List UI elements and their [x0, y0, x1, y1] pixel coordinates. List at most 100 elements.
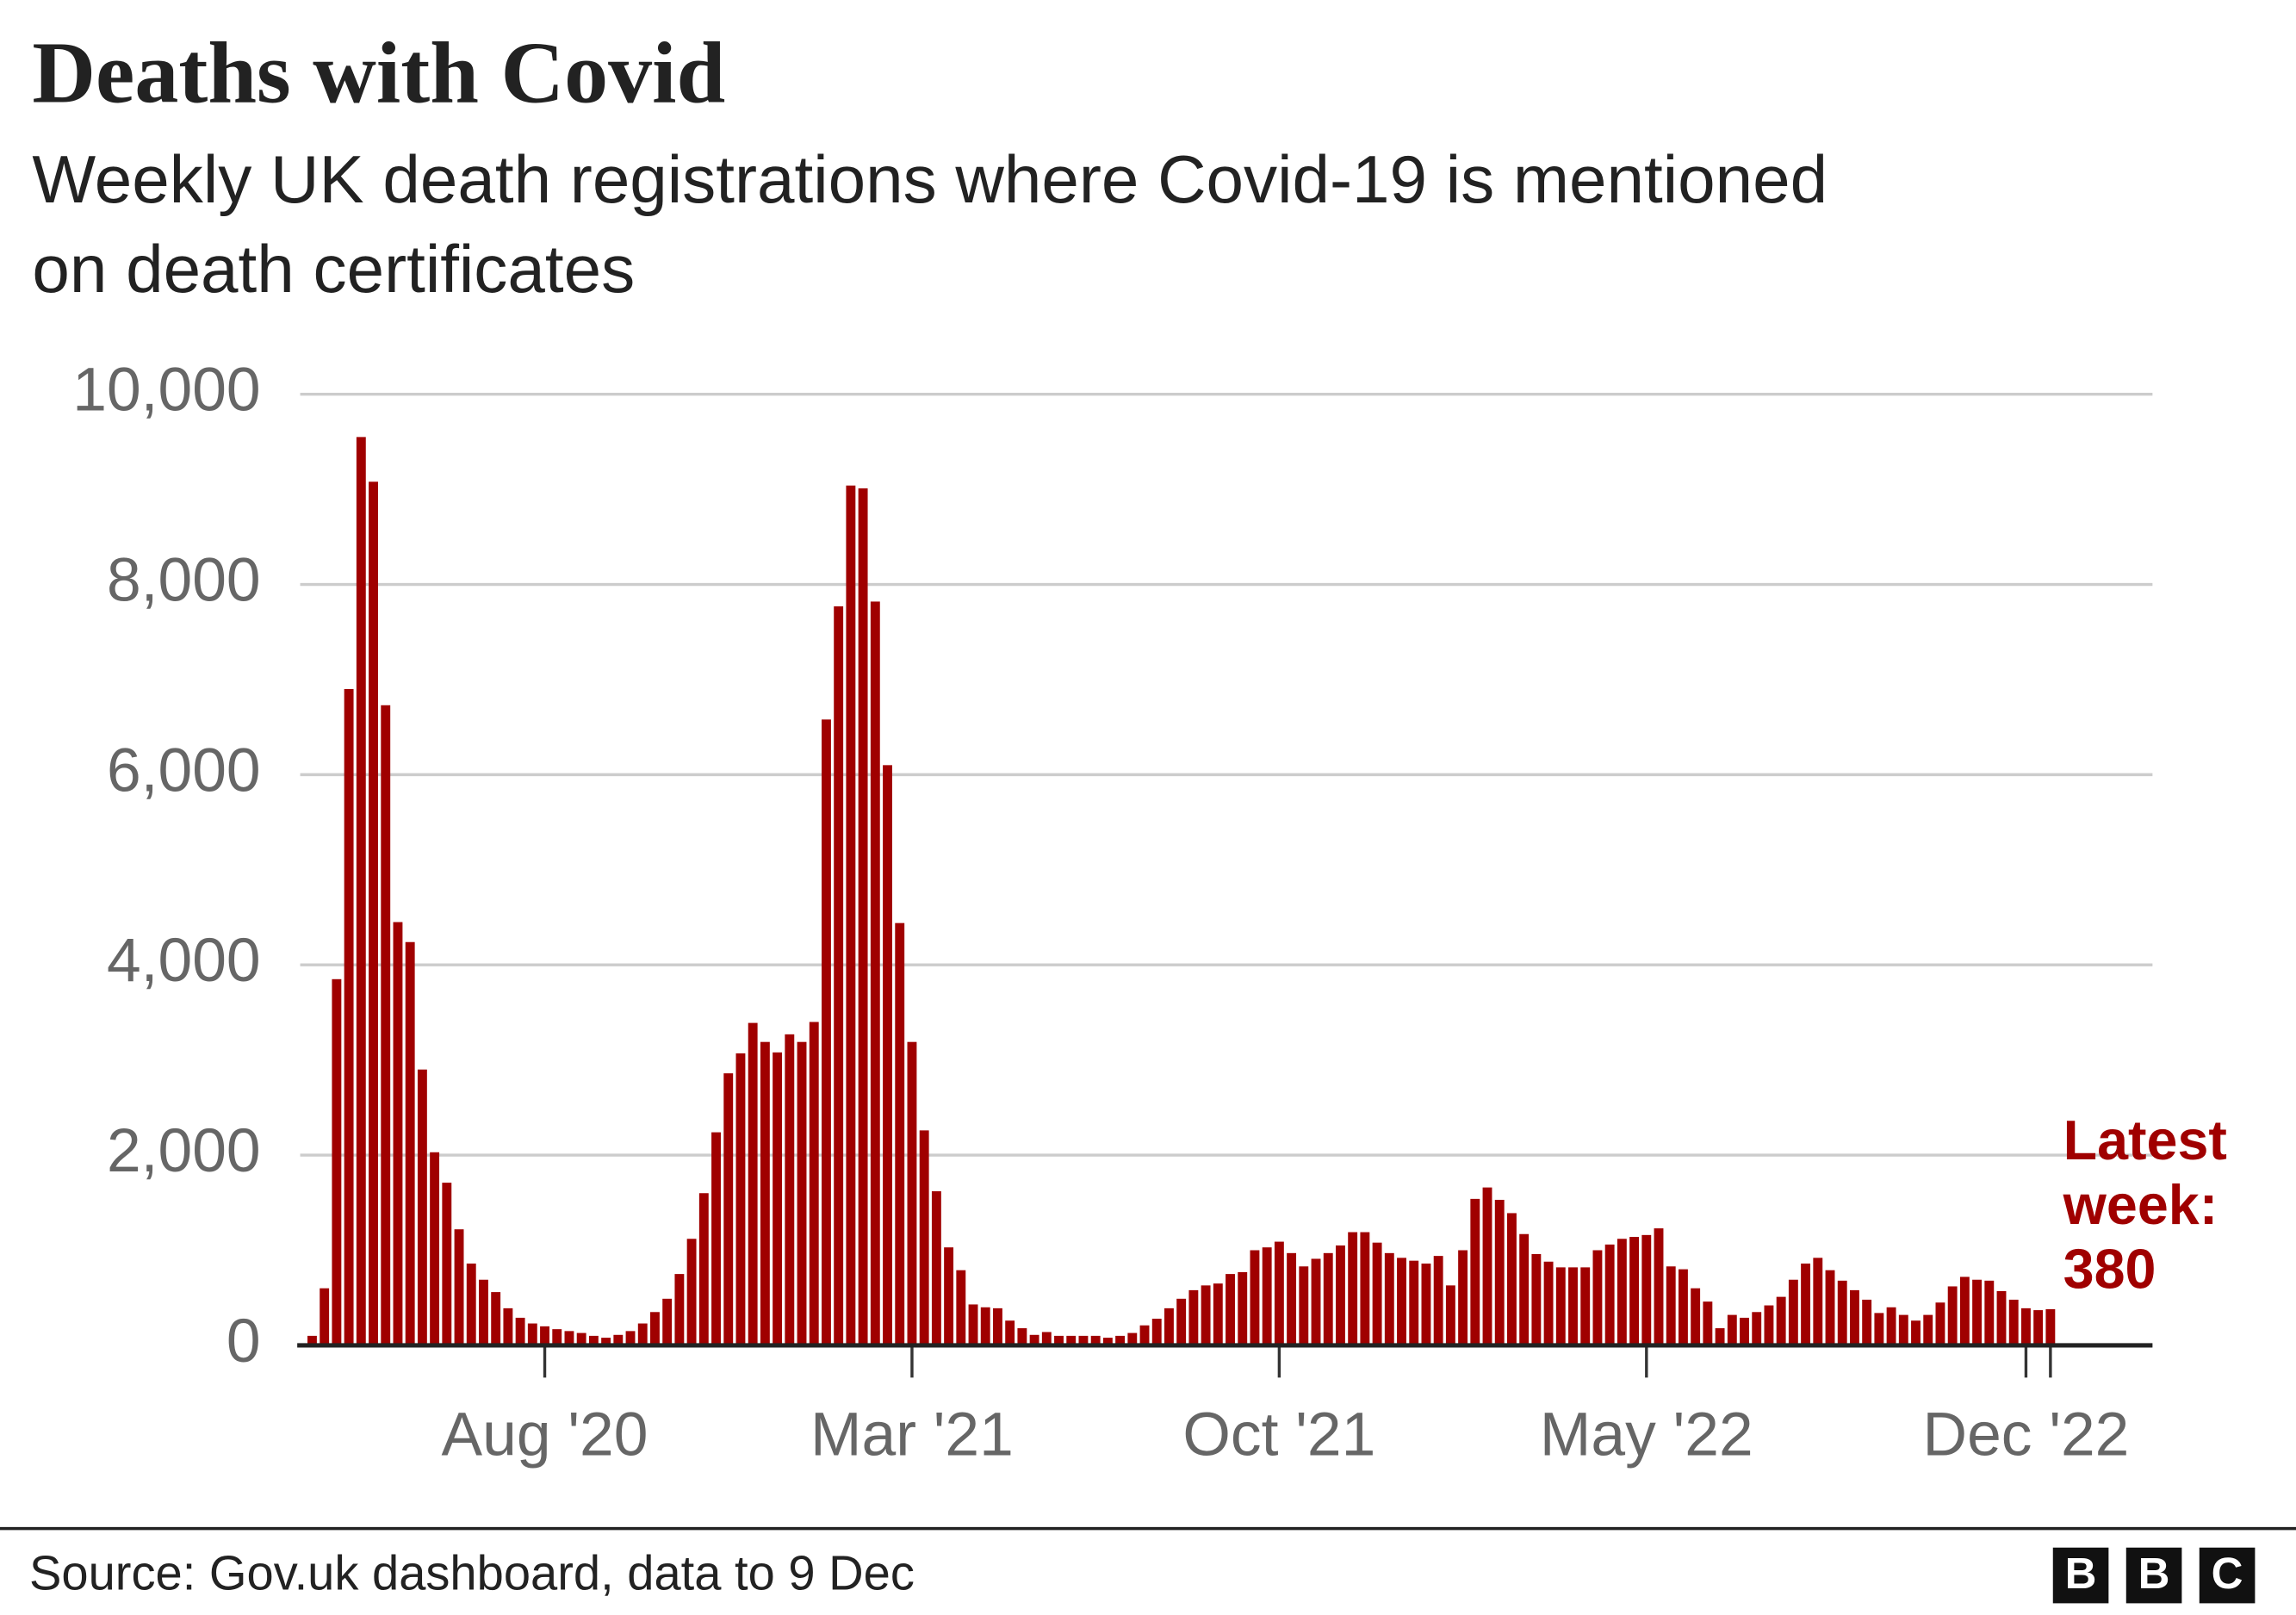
bar	[454, 1229, 464, 1345]
bar	[870, 601, 880, 1345]
bar	[1066, 1335, 1077, 1345]
y-tick-label: 8,000	[107, 545, 261, 614]
bar	[1850, 1289, 1859, 1345]
bar	[1666, 1266, 1676, 1345]
bar	[1947, 1286, 1958, 1345]
bar	[1201, 1285, 1211, 1345]
bar	[1421, 1263, 1431, 1345]
bar	[773, 1052, 783, 1345]
bar	[1703, 1301, 1713, 1345]
chart-title: Deaths with Covid	[32, 25, 725, 122]
bar	[1311, 1258, 1321, 1345]
bar	[809, 1022, 819, 1345]
bar	[1788, 1279, 1798, 1345]
bar	[1984, 1280, 1995, 1345]
bar	[1445, 1285, 1455, 1345]
bar	[1384, 1252, 1394, 1345]
bar	[417, 1069, 427, 1345]
bar	[332, 978, 342, 1345]
bar	[650, 1312, 660, 1345]
bar	[1531, 1253, 1542, 1345]
bar	[393, 922, 403, 1345]
bar	[1348, 1232, 1358, 1345]
bar	[1776, 1296, 1786, 1345]
bar	[919, 1130, 929, 1345]
logo-box	[2125, 1547, 2182, 1604]
bar	[698, 1193, 709, 1345]
bar	[576, 1332, 586, 1345]
annotation: Latest	[2063, 1109, 2227, 1171]
bar	[1458, 1250, 1468, 1345]
bar	[1102, 1338, 1113, 1345]
bar	[2033, 1310, 2044, 1345]
bar	[1274, 1241, 1284, 1345]
bar	[564, 1331, 574, 1345]
y-tick-label: 10,000	[72, 356, 260, 425]
bar	[1555, 1267, 1566, 1345]
bar	[1005, 1320, 1015, 1345]
bar	[1360, 1232, 1370, 1345]
logo-letter: B	[2138, 1549, 2170, 1598]
y-tick-label: 4,000	[107, 926, 261, 995]
bar	[1752, 1312, 1762, 1345]
bar	[858, 488, 868, 1345]
bar	[723, 1073, 734, 1345]
bar	[1164, 1308, 1174, 1345]
bar	[1494, 1199, 1505, 1345]
bar	[846, 485, 856, 1345]
bar	[1176, 1298, 1187, 1345]
bar	[466, 1263, 476, 1345]
bar	[442, 1183, 452, 1345]
annotation: week:	[2063, 1173, 2218, 1236]
x-tick-label: May '22	[1540, 1401, 1753, 1469]
bar	[344, 689, 354, 1345]
bar	[1996, 1290, 2007, 1345]
bar	[1507, 1213, 1517, 1345]
bar	[320, 1288, 330, 1345]
bar	[797, 1041, 807, 1345]
bar	[895, 922, 905, 1345]
bar	[1543, 1261, 1554, 1345]
bar	[1139, 1325, 1150, 1345]
bar	[1127, 1332, 1138, 1345]
bar	[711, 1132, 721, 1345]
bar	[1115, 1335, 1126, 1345]
bar	[980, 1307, 990, 1345]
bar	[637, 1323, 648, 1345]
bar	[503, 1308, 513, 1345]
bar	[1580, 1267, 1591, 1345]
bar	[625, 1331, 636, 1345]
logo-letter: C	[2212, 1549, 2243, 1598]
y-tick-label: 0	[226, 1307, 261, 1376]
bar	[883, 765, 892, 1345]
bar	[1226, 1274, 1235, 1345]
bar	[944, 1247, 954, 1345]
bar	[405, 941, 415, 1345]
bar	[1837, 1280, 1847, 1345]
bar	[1679, 1269, 1688, 1345]
bar	[1250, 1250, 1260, 1345]
bar	[1911, 1320, 1921, 1345]
chart-subtitle: on death certificates	[32, 231, 635, 307]
bar	[515, 1317, 525, 1345]
bar	[381, 705, 391, 1345]
bar	[601, 1338, 611, 1345]
bar	[1519, 1233, 1530, 1345]
x-tick-label: Oct '21	[1182, 1401, 1375, 1469]
bar	[1470, 1198, 1480, 1345]
bar	[369, 481, 378, 1345]
bar	[1972, 1279, 1983, 1345]
bar	[1629, 1237, 1640, 1345]
bar	[1188, 1289, 1199, 1345]
bar	[1923, 1314, 1933, 1345]
bar	[1287, 1252, 1297, 1345]
bar	[748, 1022, 758, 1345]
bar	[1617, 1239, 1627, 1345]
bar	[479, 1279, 488, 1345]
bar	[1213, 1283, 1223, 1345]
bar	[1029, 1334, 1039, 1345]
bar	[527, 1323, 537, 1345]
bar	[1592, 1250, 1603, 1345]
bar	[1409, 1260, 1419, 1345]
